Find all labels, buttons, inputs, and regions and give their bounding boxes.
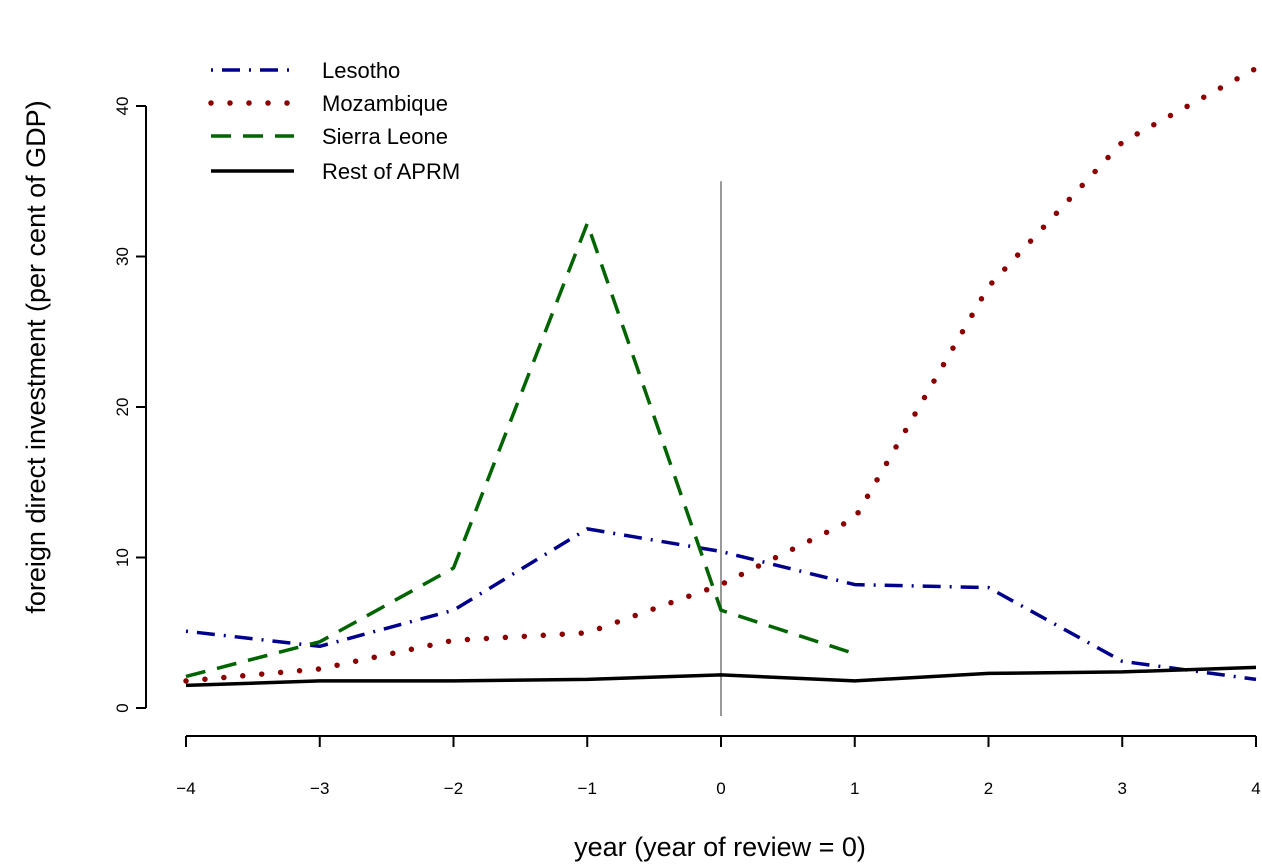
y-tick-label: 20 <box>113 398 132 417</box>
axes-layer: 0 10 20 30 40 −4 −3 −2 −1 0 1 2 3 4 <box>113 97 1261 798</box>
x-tick-label: 3 <box>1118 779 1127 798</box>
x-tick-label: 0 <box>716 779 725 798</box>
y-tick-label: 40 <box>113 97 132 116</box>
x-tick-label: −3 <box>310 779 329 798</box>
x-tick-label: −4 <box>176 779 195 798</box>
legend-label-mozambique: Mozambique <box>322 91 448 116</box>
y-axis-title: foreign direct investment (per cent of G… <box>21 100 51 613</box>
x-tick-label: −2 <box>444 779 463 798</box>
y-tick-label: 0 <box>113 703 132 712</box>
series-line-sierra-leone <box>185 221 856 679</box>
legend-label-rest-of-aprm: Rest of APRM <box>322 159 460 184</box>
x-tick-label: −1 <box>578 779 597 798</box>
y-tick-label: 10 <box>113 548 132 567</box>
x-axis-title: year (year of review = 0) <box>574 832 866 862</box>
legend-label-lesotho: Lesotho <box>322 58 400 83</box>
series-line-lesotho <box>185 527 1257 682</box>
series-layer <box>183 65 1259 688</box>
legend: Lesotho Mozambique Sierra Leone Rest of APR… <box>208 58 460 184</box>
x-tick-label: 4 <box>1251 779 1260 798</box>
legend-label-sierra-leone: Sierra Leone <box>322 124 448 149</box>
series-line-rest-of-aprm <box>185 665 1257 688</box>
x-tick-label: 2 <box>984 779 993 798</box>
y-tick-label: 30 <box>113 247 132 266</box>
x-tick-label: 1 <box>850 779 859 798</box>
